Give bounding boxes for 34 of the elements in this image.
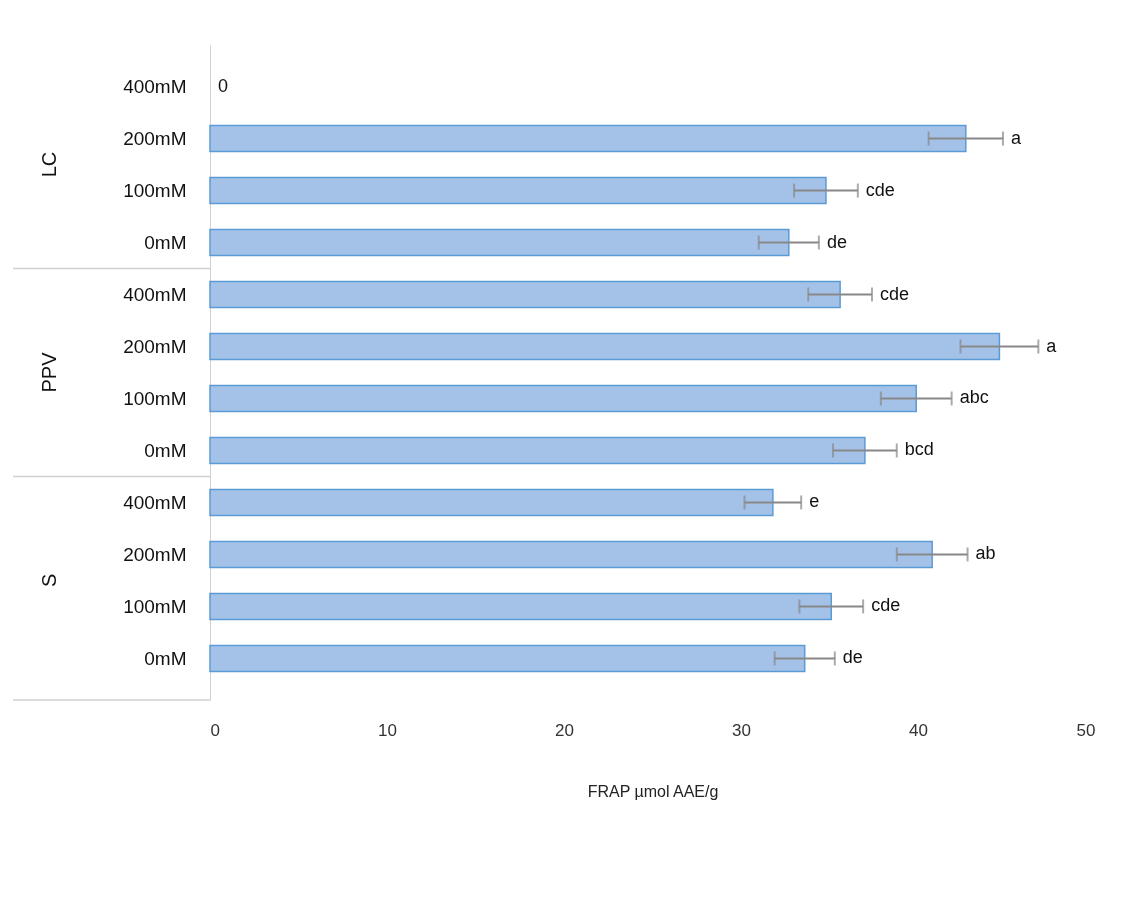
data-label: ab: [975, 543, 996, 564]
text: S: [38, 573, 60, 588]
y-tick-label: 100mM: [123, 180, 187, 202]
text: PPV: [38, 351, 60, 393]
data-label: cde: [879, 283, 910, 304]
y-tick-label: 200mM: [123, 128, 187, 150]
y-tick-label: 400mM: [123, 284, 187, 306]
y-tick-label: 0mM: [144, 439, 187, 461]
data-label: cde: [871, 595, 901, 616]
y-tick-label: 100mM: [123, 387, 187, 409]
data-label: cde: [865, 179, 895, 200]
data-label: a: [1046, 335, 1058, 356]
data-label: e: [809, 491, 820, 512]
x-tick-label: 50: [1076, 720, 1096, 740]
y-tick-label: 400mM: [123, 491, 187, 513]
y-tick-label: 400mM: [123, 76, 187, 98]
text: LC: [38, 151, 60, 178]
data-label: bcd: [904, 439, 934, 460]
y-tick-label: 100mM: [123, 595, 187, 617]
y-tick-label: 200mM: [123, 336, 187, 358]
data-label: abc: [959, 387, 989, 408]
x-axis-title: FRAP µmol AAE/g: [587, 782, 719, 800]
x-tick-label: 30: [732, 720, 751, 740]
data-label: 0: [218, 75, 229, 96]
data-label: a: [1010, 127, 1022, 148]
y-tick-label: 0mM: [144, 647, 187, 669]
y-tick-label: 0mM: [144, 232, 187, 254]
x-tick-label: 0: [210, 720, 220, 740]
y-tick-label: 200mM: [123, 543, 187, 565]
x-tick-label: 40: [909, 720, 928, 740]
x-tick-label: 20: [555, 720, 574, 740]
x-tick-label: 10: [378, 720, 397, 740]
data-label: de: [826, 231, 847, 252]
data-label: de: [842, 647, 863, 668]
